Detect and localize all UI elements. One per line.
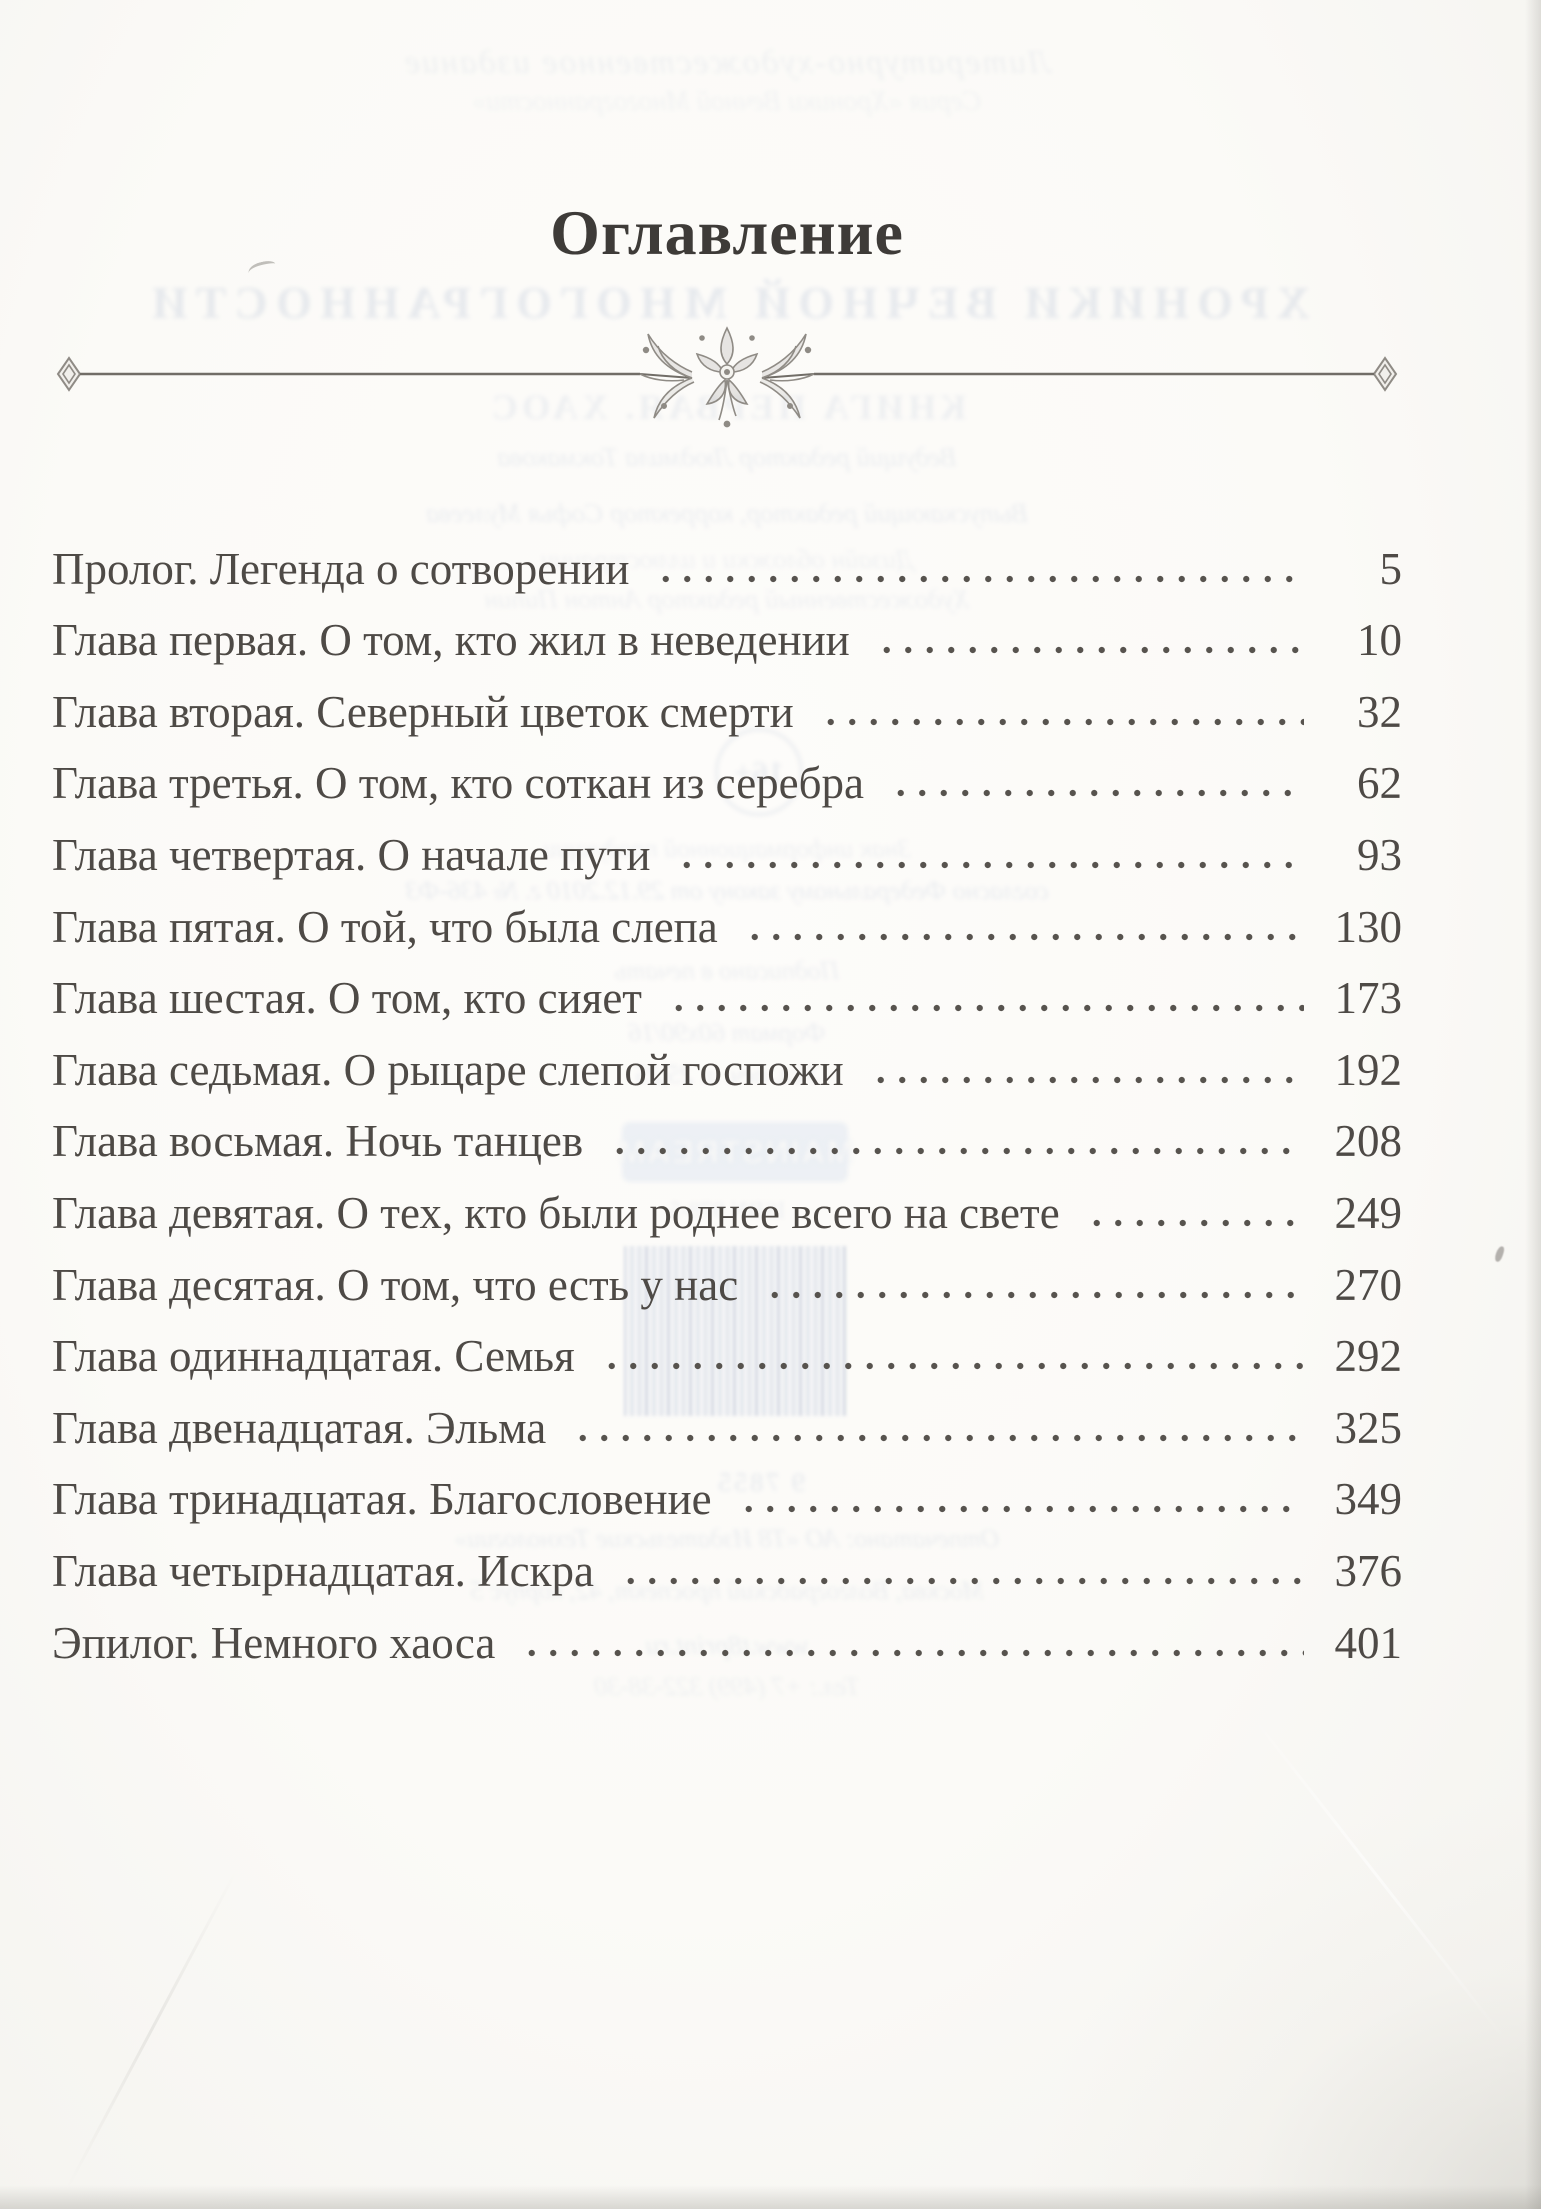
toc-entry-label: Глава восьмая. Ночь танцев [52,1116,584,1167]
dot-leader [1085,1204,1304,1239]
dot-leader [609,1133,1304,1168]
show-through-series-line: Серия «Хроники Вечной Многогранности» [472,86,982,117]
toc-entry: Глава третья. О том, кто соткан из сереб… [52,738,1402,810]
dot-leader [890,775,1304,810]
toc-entry-label: Глава двенадцатая. Эльма [52,1402,547,1453]
toc-entry-label: Глава десятая. О том, что есть у нас [52,1259,739,1310]
toc-entry-label: Глава одиннадцатая. Семья [52,1331,575,1382]
toc-entry: Глава девятая. О тех, кто были роднее вс… [52,1167,1402,1239]
toc-entry: Глава одиннадцатая. Семья 292 [52,1311,1402,1383]
divider-ornament [56,326,1398,428]
page-edge-shadow-bottom [0,2185,1541,2209]
dot-leader [875,632,1304,667]
toc-entry-label: Эпилог. Немного хаоса [52,1617,496,1668]
toc-entry-page: 62 [1357,758,1402,809]
toc-entry-page: 270 [1334,1259,1403,1310]
toc-entry-label: Глава девятая. О тех, кто были роднее вс… [52,1187,1060,1238]
dot-leader [764,1276,1304,1311]
toc-entry-label: Глава вторая. Северный цветок смерти [52,686,794,737]
dot-leader [737,1491,1304,1526]
page-title: Оглавление [550,197,904,268]
page-edge-shadow-right [1525,0,1541,2209]
toc-entry-page: 32 [1357,686,1402,737]
dot-leader [869,1061,1304,1096]
toc-entry: Глава вторая. Северный цветок смерти 32 [52,666,1402,738]
dot-leader [819,703,1304,738]
toc-entry-label: Глава четырнадцатая. Искра [52,1545,594,1596]
toc-entry: Глава восьмая. Ночь танцев 208 [52,1096,1402,1168]
toc-entry-label: Глава первая. О том, кто жил в неведении [52,615,850,666]
dot-leader [572,1419,1304,1454]
toc-entry: Глава первая. О том, кто жил в неведении… [52,595,1402,667]
page-crease [65,1870,238,2190]
toc-entry-page: 130 [1334,901,1403,952]
toc-entry-label: Глава третья. О том, кто соткан из сереб… [52,758,865,809]
corner-shadow [1021,1789,1541,2209]
dot-leader [655,560,1304,595]
toc-entry-page: 349 [1334,1474,1403,1525]
toc-entry: Глава четырнадцатая. Искра 376 [52,1525,1402,1597]
show-through-printer-line-4: Тел.: +7 (499) 322-38-30 [594,1672,860,1701]
show-through-editor-line-1: Ведущий редактор Людмила Токмакова [497,442,957,472]
toc-entry-page: 401 [1334,1617,1403,1668]
show-through-edition-line: Литературно-художественное издание [402,44,1052,81]
toc-entry: Эпилог. Немного хаоса 401 [52,1597,1402,1669]
toc-entry: Пролог. Легенда о сотворении 5 [52,523,1402,595]
toc-entry: Глава седьмая. О рыцаре слепой госпожи 1… [52,1024,1402,1096]
toc-entry-label: Глава шестая. О том, кто сияет [52,973,642,1024]
toc-entry-page: 5 [1379,543,1403,594]
ink-speck [1493,1245,1506,1263]
dot-leader [600,1348,1304,1383]
toc-entry-page: 376 [1334,1545,1403,1596]
toc-entry: Глава десятая. О том, что есть у нас 270 [52,1239,1402,1311]
toc-entry: Глава двенадцатая. Эльма 325 [52,1382,1402,1454]
dot-leader [521,1634,1304,1669]
toc-entry: Глава пятая. О той, что была слепа 130 [52,881,1402,953]
toc-entry-page: 208 [1334,1116,1403,1167]
toc-entry-page: 249 [1334,1187,1403,1238]
toc-entry: Глава четвертая. О начале пути 93 [52,809,1402,881]
toc-entry-page: 292 [1334,1331,1403,1382]
dot-leader [743,918,1304,953]
toc-entry-page: 325 [1334,1402,1403,1453]
toc-entry-label: Пролог. Легенда о сотворении [52,543,630,594]
toc-entry-page: 173 [1334,973,1403,1024]
toc-entry: Глава шестая. О том, кто сияет 173 [52,953,1402,1025]
toc-entry-label: Глава четвертая. О начале пути [52,829,651,880]
toc-entry-page: 192 [1334,1044,1403,1095]
toc-entry-label: Глава тринадцатая. Благословение [52,1474,712,1525]
toc-entry-label: Глава седьмая. О рыцаре слепой госпожи [52,1044,844,1095]
toc-entry-label: Глава пятая. О той, что была слепа [52,901,718,952]
dot-leader [619,1562,1304,1597]
dot-leader [667,990,1304,1025]
toc-entry: Глава тринадцатая. Благословение 349 [52,1454,1402,1526]
table-of-contents: Пролог. Легенда о сотворении 5 Глава пер… [52,523,1402,1669]
toc-entry-page: 93 [1357,829,1402,880]
toc-entry-page: 10 [1357,615,1402,666]
dot-leader [676,846,1304,881]
